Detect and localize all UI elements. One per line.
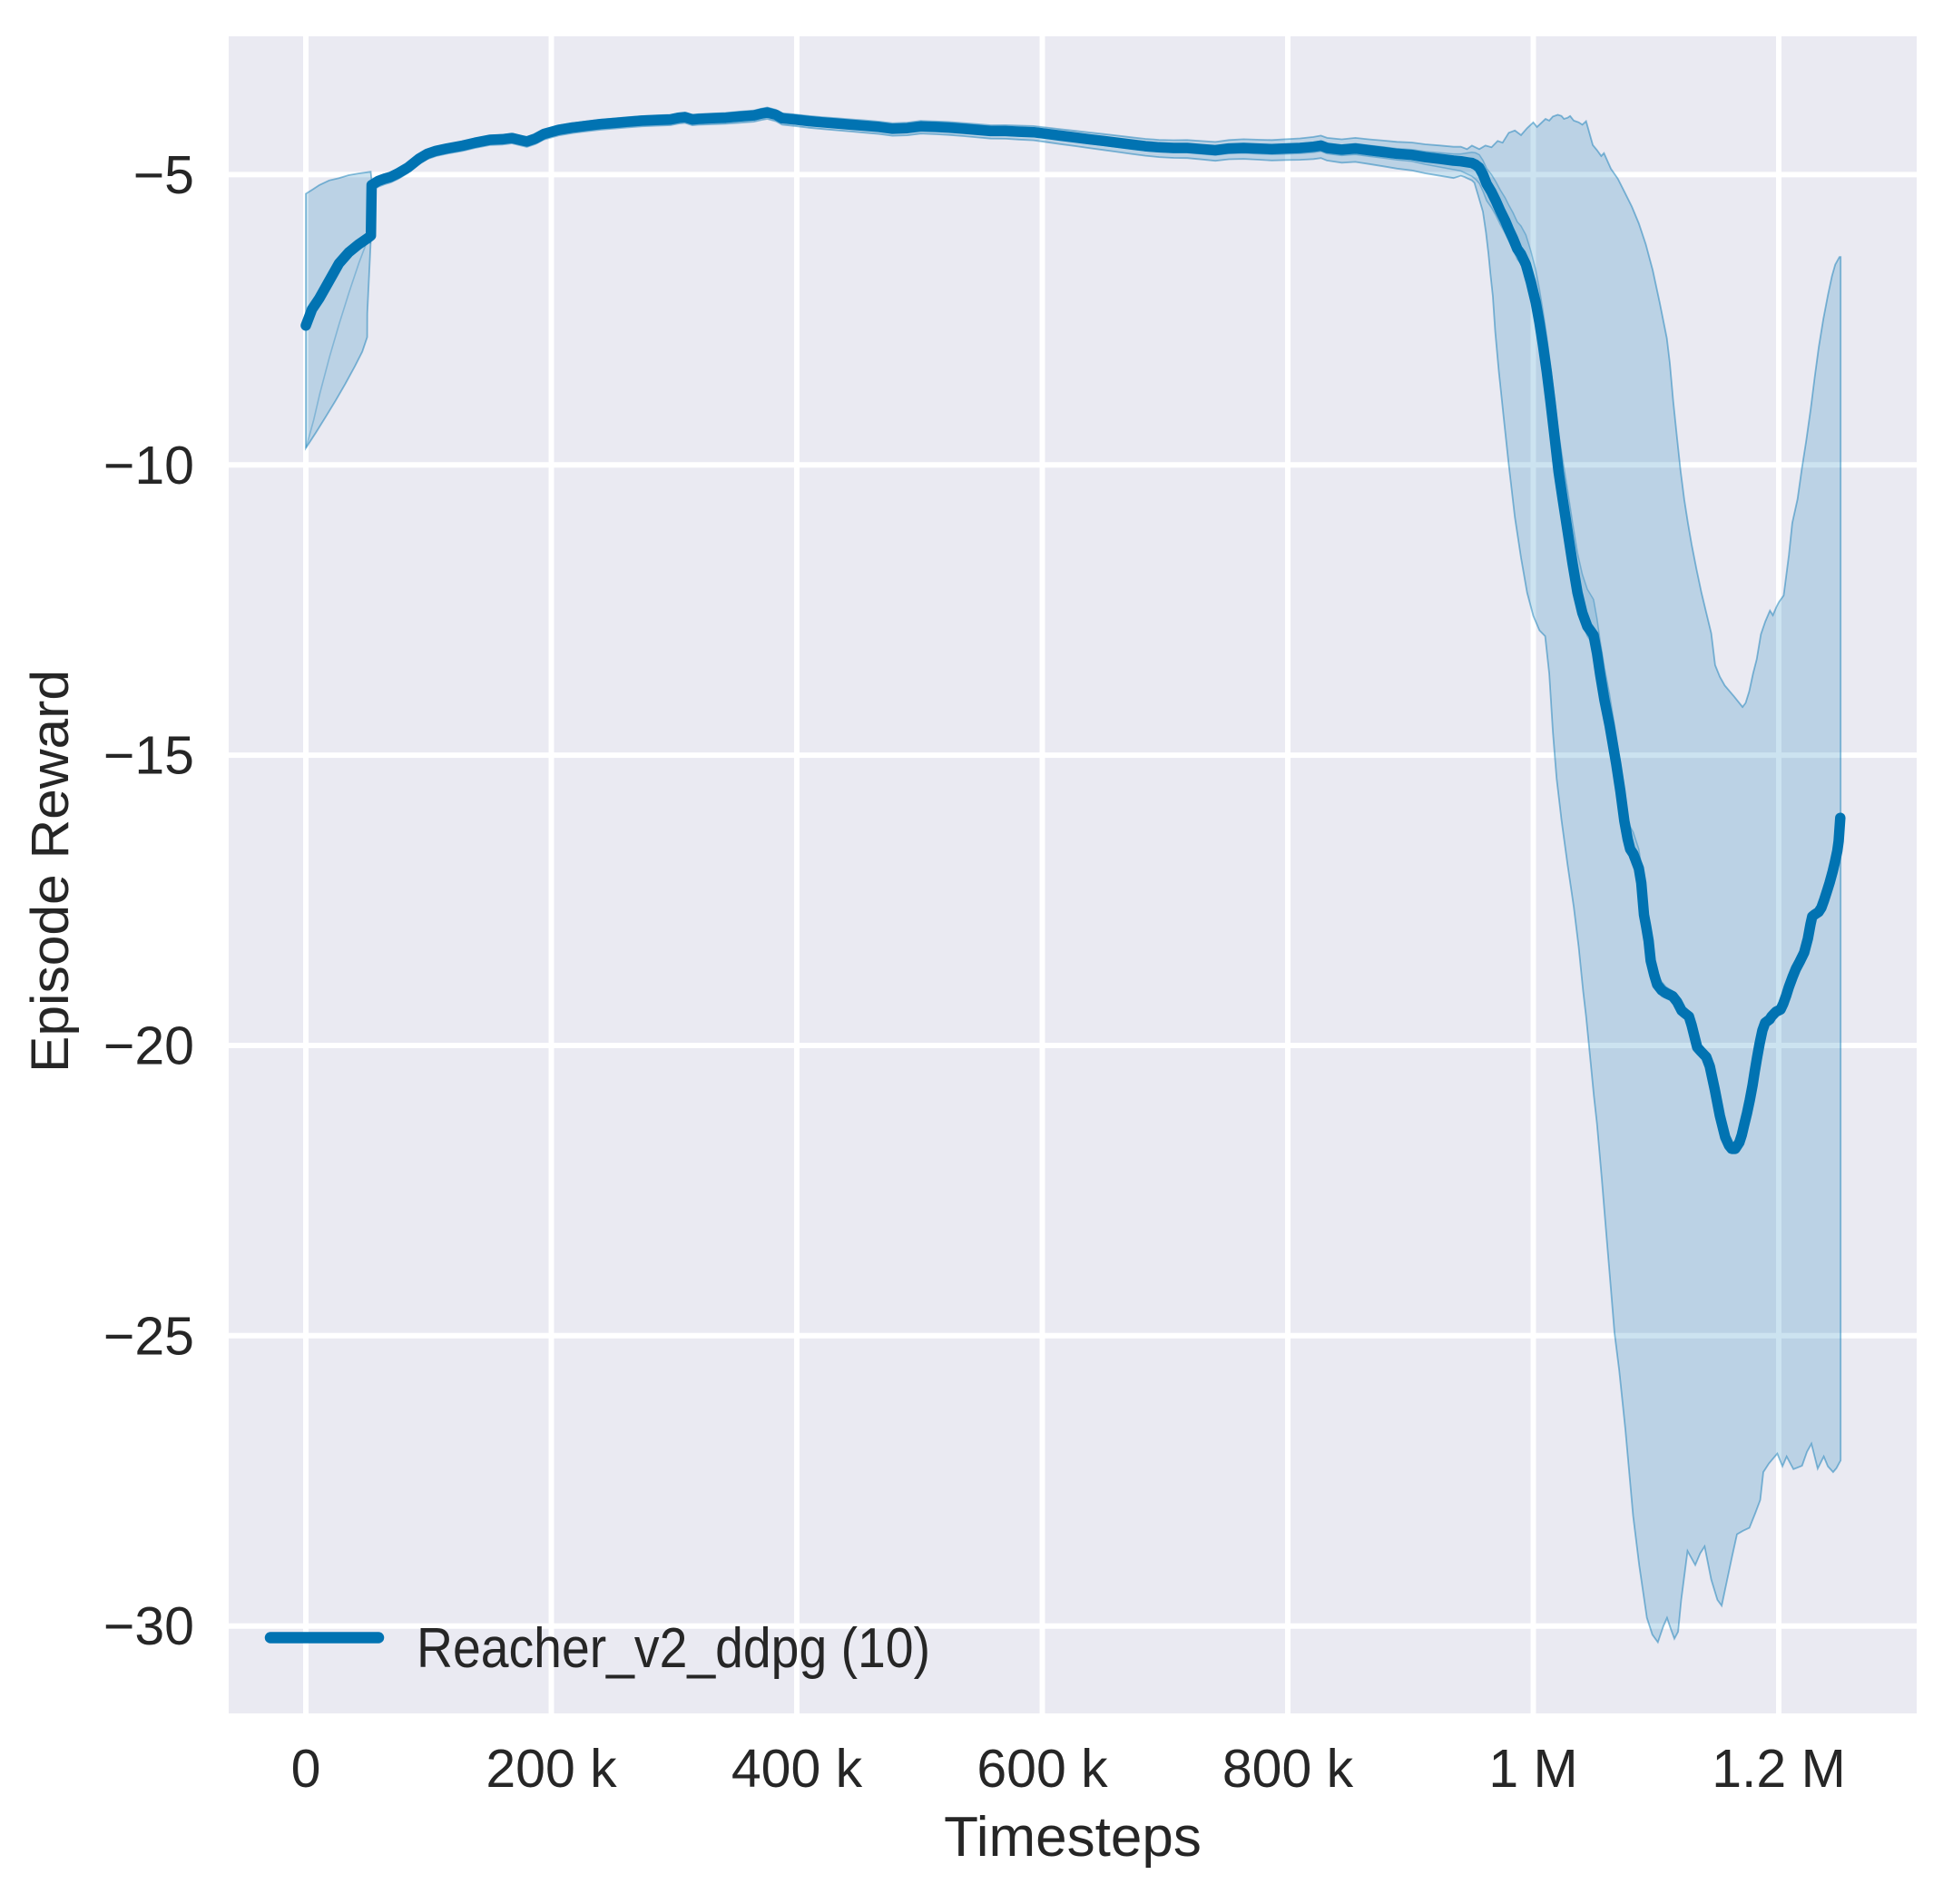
svg-text:400 k: 400 k — [731, 1739, 863, 1799]
svg-text:Reacher_v2_ddpg (10): Reacher_v2_ddpg (10) — [417, 1617, 930, 1680]
svg-text:Episode Reward: Episode Reward — [21, 670, 80, 1073]
svg-text:0: 0 — [291, 1739, 321, 1799]
svg-text:1 M: 1 M — [1488, 1739, 1577, 1799]
svg-text:1.2 M: 1.2 M — [1712, 1739, 1846, 1799]
svg-text:200 k: 200 k — [486, 1739, 617, 1799]
svg-text:−10: −10 — [103, 436, 194, 496]
svg-text:−20: −20 — [103, 1016, 194, 1076]
svg-text:−5: −5 — [133, 145, 194, 205]
svg-text:Timesteps: Timesteps — [944, 1806, 1202, 1869]
svg-text:800 k: 800 k — [1222, 1739, 1354, 1799]
svg-text:−15: −15 — [103, 726, 194, 786]
svg-text:−25: −25 — [103, 1306, 194, 1366]
svg-text:600 k: 600 k — [976, 1739, 1108, 1799]
svg-text:−30: −30 — [103, 1596, 194, 1656]
